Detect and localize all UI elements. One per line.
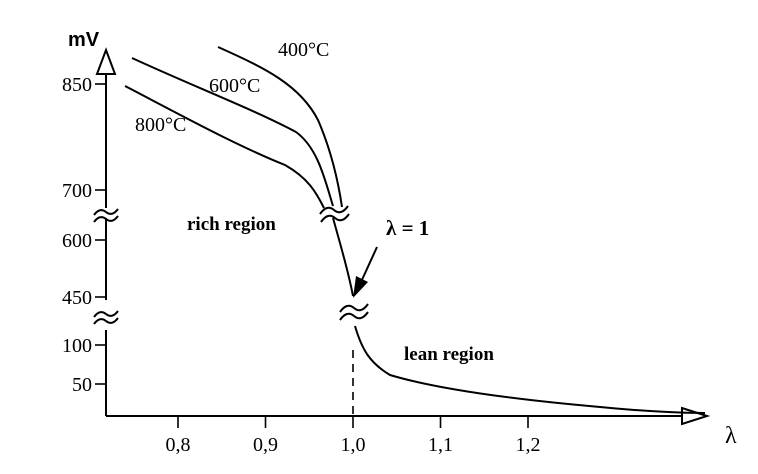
curve-break-lower-b bbox=[339, 311, 369, 321]
y-axis bbox=[95, 47, 117, 416]
x-axis bbox=[106, 406, 711, 426]
y-axis-label: mV bbox=[68, 29, 100, 51]
y-tick-label: 100 bbox=[62, 335, 92, 357]
x-tick-label: 1,1 bbox=[428, 434, 453, 456]
y-tick-label: 850 bbox=[62, 74, 92, 96]
y-axis-break-lower-b bbox=[93, 317, 119, 325]
series-label-400c: 400°C bbox=[278, 39, 329, 61]
x-tick-label: 1,0 bbox=[341, 434, 366, 456]
series-600c-line bbox=[131, 57, 334, 207]
y-axis-break-lower-a bbox=[93, 310, 119, 318]
lambda-one-arrow bbox=[353, 246, 378, 298]
x-tick-label: 1,2 bbox=[516, 434, 541, 456]
series-common-lower-line bbox=[354, 325, 706, 414]
lean-region-label: lean region bbox=[404, 344, 494, 365]
series-label-800c: 800°C bbox=[135, 114, 186, 136]
series-common-upper-line bbox=[332, 217, 354, 297]
y-tick-label: 600 bbox=[62, 230, 92, 252]
curves bbox=[124, 46, 706, 414]
series-label-600c: 600°C bbox=[209, 75, 260, 97]
x-tick-label: 0,8 bbox=[166, 434, 191, 456]
y-ticks: 850 700 600 450 100 50 bbox=[62, 74, 106, 396]
x-axis-label: λ bbox=[725, 423, 737, 449]
curve-breaks bbox=[319, 205, 369, 321]
y-tick-label: 50 bbox=[72, 374, 92, 396]
lambda-one-label: λ = 1 bbox=[386, 216, 429, 240]
x-tick-label: 0,9 bbox=[253, 434, 278, 456]
curve-break-upper-a bbox=[319, 205, 349, 215]
curve-break-lower-a bbox=[339, 303, 369, 313]
rich-region-label: rich region bbox=[187, 214, 276, 235]
y-axis-breaks bbox=[93, 208, 119, 325]
y-tick-label: 450 bbox=[62, 287, 92, 309]
y-tick-label: 700 bbox=[62, 180, 92, 202]
x-ticks: 0,8 0,9 1,0 1,1 1,2 bbox=[166, 416, 541, 456]
y-axis-break-upper-a bbox=[93, 208, 119, 216]
y-axis-break-upper-b bbox=[93, 215, 119, 223]
series-800c-line bbox=[124, 85, 325, 209]
series-400c-line bbox=[217, 46, 343, 208]
curve-break-upper-b bbox=[320, 213, 350, 223]
